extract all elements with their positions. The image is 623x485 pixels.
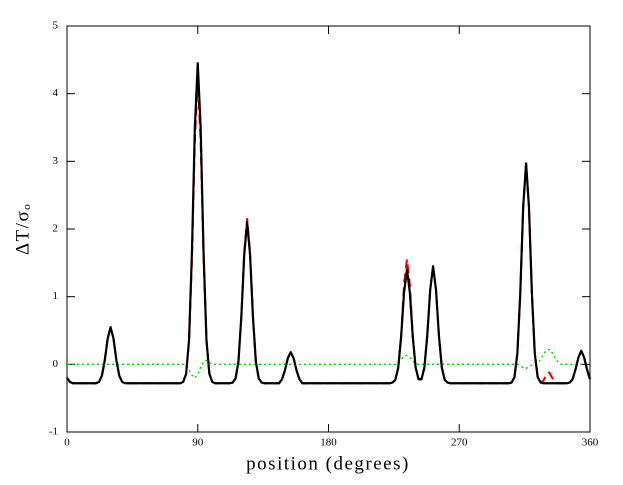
- y-tick-label: 3: [53, 155, 59, 167]
- series-line: [67, 348, 590, 379]
- series-line: [66, 79, 591, 385]
- y-tick-label: -1: [49, 426, 58, 438]
- y-tick-label: 2: [53, 223, 59, 235]
- plot-frame: [66, 25, 591, 433]
- series-line: [66, 62, 592, 385]
- x-tick-label: 360: [582, 437, 599, 449]
- y-tick-label: 1: [53, 290, 59, 302]
- y-tick-label: 4: [53, 87, 59, 99]
- x-tick-label: 0: [64, 437, 70, 449]
- x-tick-label: 270: [451, 437, 468, 449]
- y-axis-label: ΔT/σₒ: [12, 203, 33, 255]
- y-tick-label: 0: [53, 358, 59, 370]
- y-tick-label: 5: [53, 20, 59, 32]
- x-tick-label: 180: [320, 437, 337, 449]
- x-axis-label: position (degrees): [246, 453, 410, 474]
- x-tick-label: 90: [192, 437, 204, 449]
